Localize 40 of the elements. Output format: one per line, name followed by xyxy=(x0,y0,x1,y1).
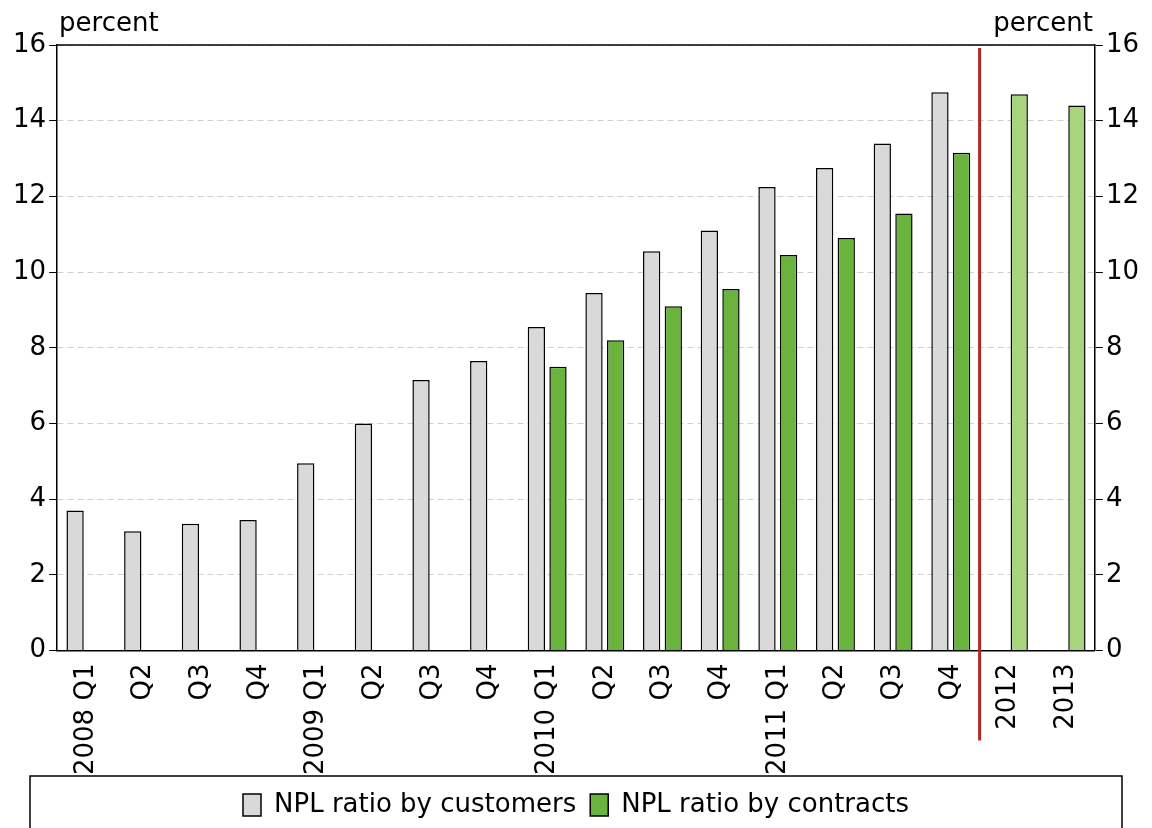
x-tick-label: Q2 xyxy=(818,663,849,701)
x-tick-label: Q2 xyxy=(587,663,618,701)
y2-tick-label: 14 xyxy=(1105,103,1140,134)
legend-label: NPL ratio by customers xyxy=(274,787,577,818)
x-tick-label: 2009 Q1 xyxy=(299,663,330,776)
x-tick-label: 2011 Q1 xyxy=(760,663,791,776)
x-tick-label: 2010 Q1 xyxy=(529,663,560,776)
y-tick-label: 4 xyxy=(29,481,47,512)
x-tick-label: Q4 xyxy=(933,663,964,701)
y2-tick-label: 8 xyxy=(1105,330,1123,361)
x-tick-label: Q3 xyxy=(645,663,676,701)
x-tick-label: Q4 xyxy=(472,663,503,701)
x-tick-label: 2013 xyxy=(1048,663,1079,730)
x-tick-label: Q3 xyxy=(183,663,214,701)
y2-axis-title: percent xyxy=(993,6,1093,37)
x-tick-label: Q2 xyxy=(356,663,387,701)
y2-tick-label: 6 xyxy=(1105,406,1123,437)
y-axis-title: percent xyxy=(59,6,159,37)
y-tick-label: 2 xyxy=(29,557,47,588)
x-tick-label: Q4 xyxy=(241,663,272,701)
x-tick-label: Q3 xyxy=(875,663,906,701)
y2-tick-label: 10 xyxy=(1105,254,1140,285)
y-tick-label: 6 xyxy=(29,406,47,437)
y-tick-label: 0 xyxy=(29,633,47,664)
y-tick-label: 16 xyxy=(12,27,47,58)
y-tick-label: 8 xyxy=(29,330,47,361)
y-tick-label: 12 xyxy=(12,179,47,210)
y2-tick-label: 0 xyxy=(1105,633,1123,664)
y-tick-label: 10 xyxy=(12,254,47,285)
y2-tick-label: 4 xyxy=(1105,481,1123,512)
x-tick-label: 2008 Q1 xyxy=(68,663,99,776)
x-tick-label: Q2 xyxy=(126,663,157,701)
legend-label: NPL ratio by contracts xyxy=(621,787,909,818)
x-tick-label: Q4 xyxy=(702,663,733,701)
y2-tick-label: 2 xyxy=(1105,557,1123,588)
x-tick-label: 2012 xyxy=(991,663,1022,730)
y2-tick-label: 16 xyxy=(1105,27,1140,58)
x-tick-label: Q3 xyxy=(414,663,445,701)
y2-tick-label: 12 xyxy=(1105,179,1140,210)
y-tick-label: 14 xyxy=(12,103,47,134)
